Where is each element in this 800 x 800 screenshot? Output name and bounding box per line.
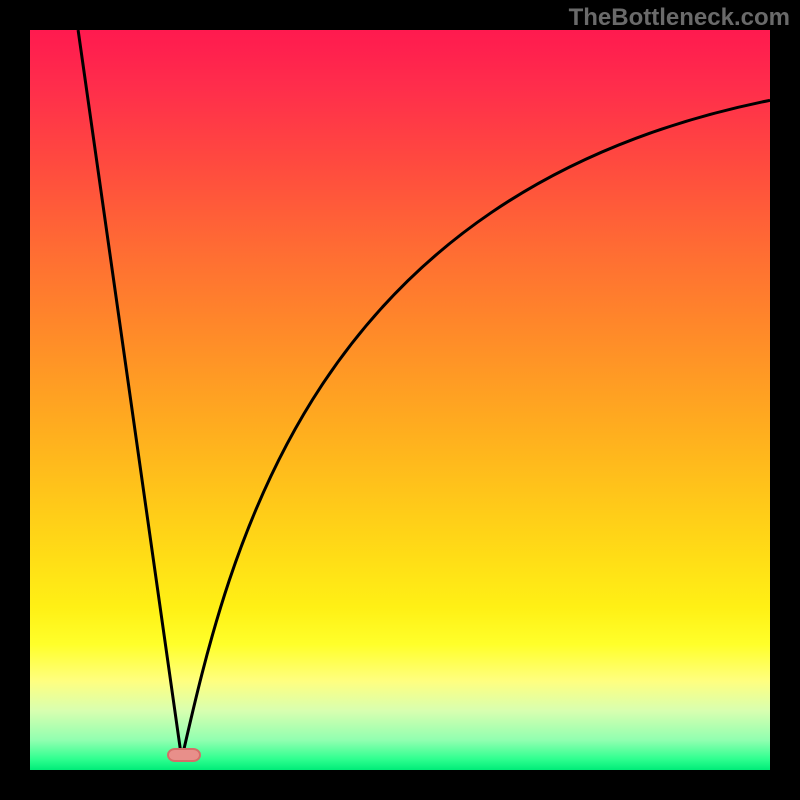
axis-left [0, 0, 30, 800]
bottleneck-marker [167, 748, 201, 762]
bottleneck-curve [30, 30, 770, 770]
chart-container: TheBottleneck.com [0, 0, 800, 800]
axis-right [770, 0, 800, 800]
plot-area [30, 30, 770, 770]
axis-bottom [0, 770, 800, 800]
watermark-text: TheBottleneck.com [569, 4, 790, 32]
